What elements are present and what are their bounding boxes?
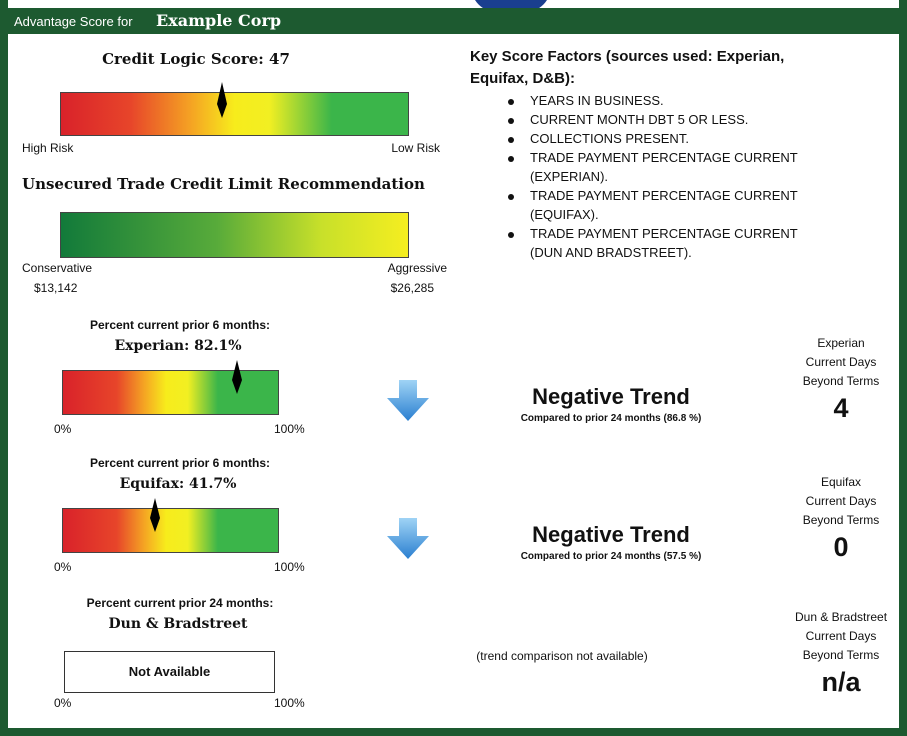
factors-title: Key Score Factors (sources used: Experia… [470,48,785,65]
bullet [508,194,514,200]
trend-arrow [386,380,430,427]
dbt-label: Experian [817,336,865,350]
gauge-marker [231,360,243,399]
trend-note: (trend comparison not available) [476,649,648,663]
dbt-label: Current Days [805,494,877,508]
section-source: Dun & Bradstreet [108,616,248,632]
bullet [508,118,514,124]
dbt-label: Dun & Bradstreet [794,610,888,624]
gauge-max: 100% [274,696,305,710]
section-caption: Percent current prior 6 months: [89,456,271,470]
bullet [508,137,514,143]
factor-text: (EQUIFAX). [530,207,599,222]
header-bar: Advantage Score for Example Corp [8,8,900,34]
factor-text: COLLECTIONS PRESENT. [530,131,689,146]
dbt-label: Beyond Terms [802,648,880,662]
limit-high-label: Aggressive [387,261,447,275]
section-caption: Percent current prior 6 months: [89,318,271,332]
gauge-min: 0% [54,696,72,710]
trend-arrow [386,518,430,565]
limit-low-label: Conservative [22,261,93,275]
dbt-label: Current Days [805,355,877,369]
high-label: Low Risk [391,141,440,155]
factor-text: TRADE PAYMENT PERCENTAGE CURRENT [530,150,798,165]
section-source: Equifax: 41.7% [119,476,237,492]
trend-title: Negative Trend [532,384,690,409]
gauge-min: 0% [54,422,72,436]
bullet [508,99,514,105]
factor-text: YEARS IN BUSINESS. [530,93,664,108]
dbt-value: 4 [833,393,849,423]
header-prefix: Advantage Score for [14,14,133,29]
score-title: Credit Logic Score: 47 [102,50,290,68]
status-box: Not Available [64,651,275,693]
gauge-marker [149,498,161,537]
section-source: Experian: 82.1% [114,338,242,354]
source-gauge [62,370,279,415]
low-label: High Risk [22,141,74,155]
trend-comparison: Compared to prior 24 months (86.8 %) [520,413,702,424]
gauge-max: 100% [274,422,305,436]
factor-text: TRADE PAYMENT PERCENTAGE CURRENT [530,226,798,241]
risk-gauge [60,92,409,136]
section-caption: Percent current prior 24 months: [86,596,274,610]
factor-text: (DUN AND BRADSTREET). [530,245,692,260]
gauge-min: 0% [54,560,72,574]
limit-gauge [60,212,409,258]
limit-low-value: $13,142 [34,281,78,295]
limit-high-value: $26,285 [390,281,434,295]
limit-title: Unsecured Trade Credit Limit Recommendat… [22,175,425,193]
source-gauge [62,508,279,553]
dbt-label: Current Days [805,629,877,643]
bullet [508,156,514,162]
factor-text: CURRENT MONTH DBT 5 OR LESS. [530,112,749,127]
bullet [508,232,514,238]
factors-title: Equifax, D&B): [470,70,575,87]
header-company: Example Corp [156,11,282,30]
dbt-label: Beyond Terms [802,513,880,527]
dbt-label: Equifax [820,475,862,489]
factor-text: (EXPERIAN). [530,169,609,184]
trend-comparison: Compared to prior 24 months (57.5 %) [520,551,702,562]
dbt-value: 0 [833,532,849,562]
dbt-value: n/a [821,667,861,697]
factor-text: TRADE PAYMENT PERCENTAGE CURRENT [530,188,798,203]
dbt-label: Beyond Terms [802,374,880,388]
trend-title: Negative Trend [532,522,690,547]
gauge-marker [217,82,227,118]
gauge-max: 100% [274,560,305,574]
